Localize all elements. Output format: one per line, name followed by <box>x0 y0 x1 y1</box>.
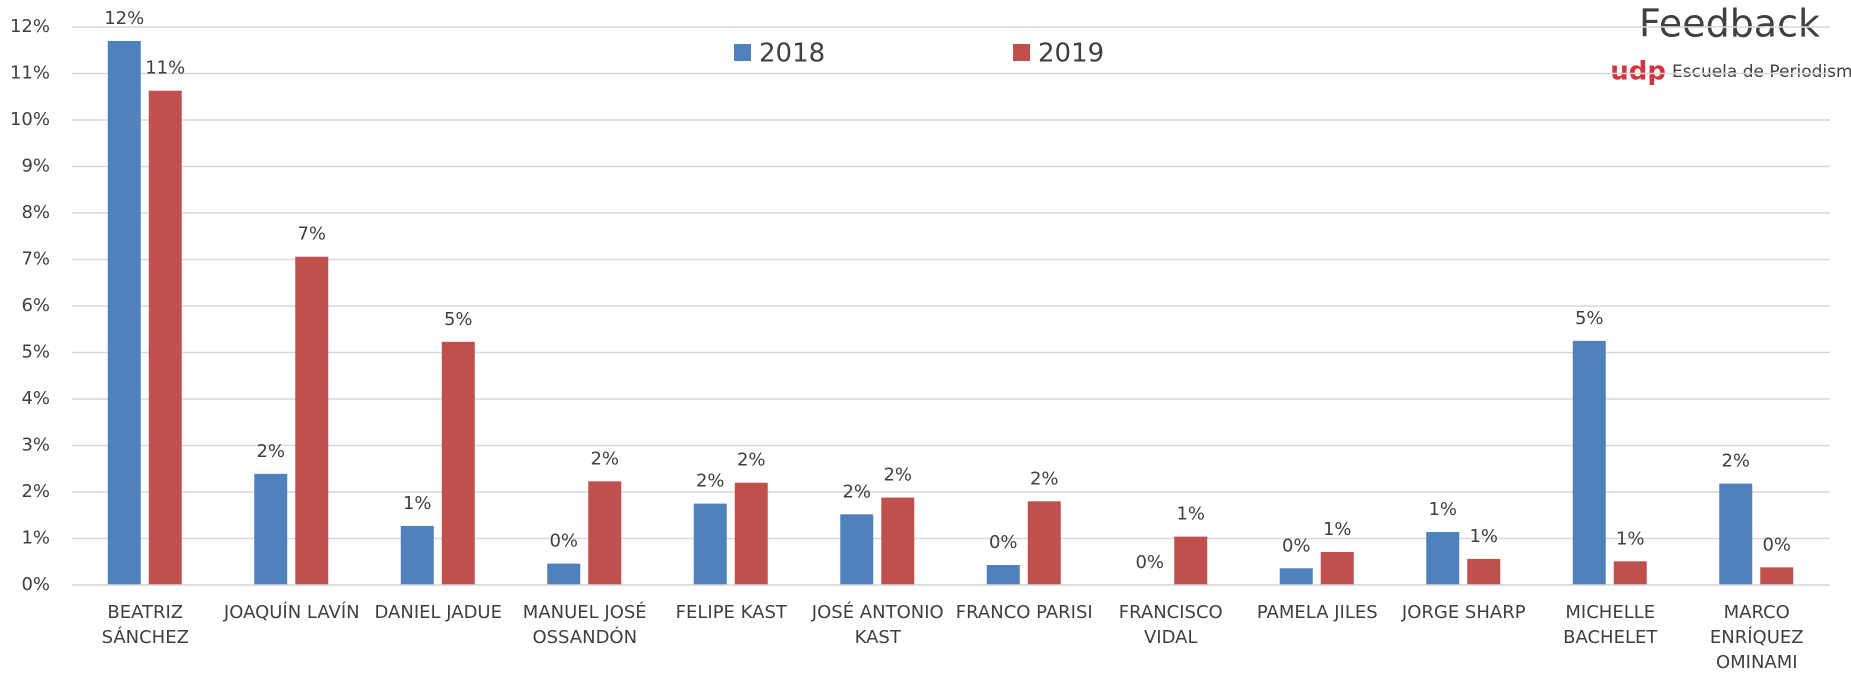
value-label: 0% <box>1282 535 1311 556</box>
value-label: 5% <box>444 309 473 330</box>
value-label: 2% <box>737 450 766 471</box>
x-tick-label: MANUEL JOSÉ OSSANDÓN <box>522 602 647 648</box>
value-label: 12% <box>104 8 144 29</box>
value-label: 1% <box>1323 519 1352 540</box>
bar <box>986 565 1020 585</box>
bar <box>1572 340 1606 585</box>
bar <box>441 341 475 585</box>
x-tick-label: BEATRIZ SÁNCHEZ <box>101 602 189 648</box>
bar <box>295 256 329 585</box>
value-label: 2% <box>256 441 285 462</box>
value-label: 1% <box>1469 526 1498 547</box>
x-tick-label: MICHELLE BACHELET <box>1563 602 1658 648</box>
value-label: 0% <box>1762 534 1791 555</box>
y-tick-label: 0% <box>21 574 50 595</box>
value-label: 0% <box>1135 552 1164 573</box>
x-tick-label: PAMELA JILES <box>1256 602 1378 623</box>
bar <box>1279 568 1313 585</box>
x-tick-label: FRANCISCO VIDAL <box>1118 602 1223 648</box>
y-tick-label: 6% <box>21 295 50 316</box>
y-tick-label: 9% <box>21 156 50 177</box>
x-tick-label: JOAQUÍN LAVÍN <box>223 602 360 623</box>
value-label: 1% <box>1616 528 1645 549</box>
value-label: 1% <box>403 493 432 514</box>
value-label: 2% <box>883 465 912 486</box>
value-label: 2% <box>590 448 619 469</box>
bar <box>1027 501 1061 585</box>
value-label: 11% <box>145 58 185 79</box>
bar <box>1320 551 1354 585</box>
x-tick-label: MARCO ENRÍQUEZ OMINAMI <box>1709 602 1804 673</box>
value-label: 2% <box>1721 451 1750 472</box>
y-tick-label: 2% <box>21 481 50 502</box>
value-label: 0% <box>549 531 578 552</box>
bar <box>1760 567 1794 585</box>
bar <box>840 514 874 585</box>
legend-label: 2018 <box>759 39 825 69</box>
bar <box>1174 536 1208 585</box>
x-tick-label: FRANCO PARISI <box>955 602 1093 623</box>
logo-school: Escuela de Periodismo <box>1672 62 1851 82</box>
bar <box>1467 558 1501 585</box>
value-label: 5% <box>1575 308 1604 329</box>
value-label: 7% <box>297 224 326 245</box>
bar <box>148 90 182 585</box>
bar <box>107 40 141 585</box>
value-label: 1% <box>1176 504 1205 525</box>
legend-label: 2019 <box>1038 39 1104 69</box>
x-tick-label: JOSÉ ANTONIO KAST <box>811 602 944 648</box>
value-label: 1% <box>1428 499 1457 520</box>
value-label: 2% <box>696 471 725 492</box>
x-tick-label: FELIPE KAST <box>675 602 787 623</box>
x-tick-label: JORGE SHARP <box>1401 602 1526 623</box>
bar <box>1719 483 1753 585</box>
bar <box>547 563 581 585</box>
bar <box>254 473 288 585</box>
y-tick-label: 1% <box>21 528 50 549</box>
logo-org: udp <box>1610 57 1666 87</box>
x-tick-label: DANIEL JADUE <box>374 602 502 623</box>
bar <box>693 503 727 585</box>
bar <box>588 481 622 585</box>
value-label: 2% <box>842 481 871 502</box>
y-tick-label: 4% <box>21 388 50 409</box>
bar <box>1613 561 1647 585</box>
y-tick-label: 3% <box>21 435 50 456</box>
bar <box>734 482 768 585</box>
legend-swatch <box>734 44 751 61</box>
y-tick-label: 8% <box>21 202 50 223</box>
y-tick-label: 5% <box>21 342 50 363</box>
bar <box>881 497 915 585</box>
logo-brand: Feedback <box>1639 2 1820 46</box>
value-label: 0% <box>989 532 1018 553</box>
bar <box>400 525 434 585</box>
y-tick-label: 12% <box>10 16 50 37</box>
bar <box>1426 531 1460 585</box>
value-label: 2% <box>1030 468 1059 489</box>
legend-swatch <box>1013 44 1030 61</box>
y-tick-label: 10% <box>10 109 50 130</box>
y-tick-label: 7% <box>21 249 50 270</box>
y-tick-label: 11% <box>10 63 50 84</box>
